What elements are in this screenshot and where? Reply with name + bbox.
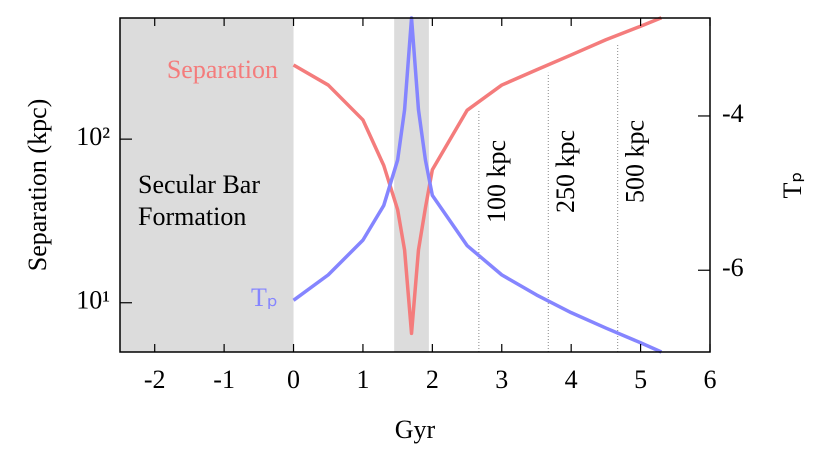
shaded-region (394, 18, 429, 352)
y-axis-label: Separation (kpc) (23, 99, 52, 272)
x-tick-label: 1 (356, 365, 369, 394)
region-label-line: Formation (138, 202, 246, 231)
y-tick-label: 10¹ (76, 286, 110, 315)
annotation-label: 250 kpc (551, 130, 580, 213)
series-line (292, 16, 663, 354)
annotation-label: 500 kpc (621, 120, 650, 203)
series-label: Tₚ (251, 283, 278, 312)
y-tick-label: 10² (76, 122, 110, 151)
annotation-label: 100 kpc (482, 140, 511, 223)
y2-tick-label: -6 (722, 253, 744, 282)
shaded-region (120, 18, 294, 352)
x-tick-label: 3 (495, 365, 508, 394)
x-tick-label: 4 (565, 365, 578, 394)
x-tick-label: 6 (704, 365, 717, 394)
y2-tick-label: -4 (722, 99, 744, 128)
x-axis-label: Gyr (395, 415, 436, 444)
series-label: Separation (167, 55, 278, 84)
x-tick-label: -1 (213, 365, 235, 394)
x-tick-label: 2 (426, 365, 439, 394)
region-label: Secular Bar Formation (138, 170, 260, 231)
x-tick-label: 0 (287, 365, 300, 394)
y2-axis-label: Tₚ (778, 171, 807, 198)
region-label-line: Secular Bar (138, 170, 260, 199)
x-tick-label: 5 (634, 365, 647, 394)
series-line (292, 16, 663, 336)
x-tick-label: -2 (144, 365, 166, 394)
plot-frame (119, 17, 711, 353)
